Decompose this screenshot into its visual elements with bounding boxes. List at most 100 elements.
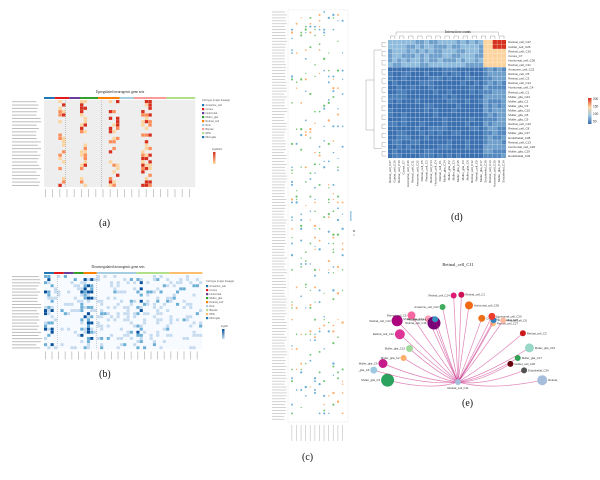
- heatmap-cell: [139, 340, 143, 343]
- heatmap-cell: [460, 135, 466, 140]
- dot-mark: [323, 409, 326, 412]
- heatmap-cell: [488, 153, 493, 159]
- heatmap-cell: [447, 94, 452, 99]
- dot-mark: [328, 395, 330, 397]
- heatmap-cell: [424, 76, 429, 81]
- heatmap-cell: [148, 106, 152, 110]
- heatmap-cell: [447, 80, 452, 86]
- dot-mark: [332, 183, 335, 186]
- heatmap-cell: [469, 126, 475, 131]
- heatmap-cell: [428, 67, 434, 72]
- heatmap-cell: [438, 49, 443, 54]
- heatmap-cell: [149, 290, 153, 294]
- heatmap-cell: [501, 44, 507, 49]
- heatmap-cell: [401, 112, 406, 118]
- heatmap-cell: [116, 173, 120, 177]
- group-bar: [166, 97, 196, 99]
- network-node: [406, 345, 414, 353]
- heatmap-cell: [401, 58, 406, 63]
- heatmap-cell: [83, 327, 87, 331]
- heatmap-cell: [44, 290, 48, 294]
- heatmap-cell: [442, 140, 447, 145]
- heatmap-cell: [106, 337, 110, 340]
- heatmap-cell: [169, 296, 173, 300]
- heatmap-cell: [182, 287, 186, 291]
- heatmap-cell: [442, 103, 447, 108]
- heatmap-cell: [488, 144, 493, 149]
- heatmap-cell: [406, 44, 411, 49]
- heatmap-cell: [483, 90, 488, 95]
- dot-mark: [328, 52, 330, 54]
- row-label-mark: [272, 369, 286, 370]
- legend-dot: [353, 234, 355, 236]
- heatmap-cell: [86, 290, 90, 294]
- heatmap-cell: [80, 167, 84, 171]
- heatmap-cell: [166, 333, 170, 337]
- legend-swatch: [206, 285, 209, 288]
- row-label-mark: [272, 84, 287, 86]
- heatmap-cell: [93, 309, 97, 312]
- dot-mark: [305, 72, 307, 75]
- heatmap-cell: [406, 90, 411, 95]
- heatmap-cell: [492, 62, 497, 68]
- heatmap-cell: [410, 131, 416, 136]
- heatmap-cell: [199, 321, 203, 325]
- heatmap-cell: [501, 90, 507, 95]
- heatmap-cell: [47, 296, 51, 300]
- heatmap-cell: [50, 327, 54, 331]
- heatmap-cell: [465, 131, 470, 136]
- heatmap-cell: [410, 121, 416, 127]
- row-label-mark: [272, 351, 287, 353]
- heatmap-cell: [492, 153, 497, 159]
- row-label-mark: [272, 278, 286, 280]
- col-label-mark: [309, 425, 311, 441]
- col-label-mark: [328, 425, 329, 441]
- heatmap-cell: [80, 180, 84, 184]
- legend-swatch: [206, 293, 209, 296]
- heatmap-cell: [80, 130, 84, 134]
- heatmap-cell: [156, 318, 160, 322]
- dot-mark: [337, 166, 339, 169]
- row-label-mark: [12, 307, 42, 309]
- heatmap-cell: [442, 49, 447, 54]
- row-label-mark: [12, 325, 40, 327]
- col-label: Muller_glia_C15: [456, 160, 460, 182]
- legend-label: Microglia: [210, 316, 221, 320]
- dot-mark: [291, 242, 293, 245]
- col-label-mark: [323, 425, 325, 441]
- dot-mark: [328, 272, 330, 274]
- heatmap-cell: [80, 321, 84, 325]
- heatmap-cell: [100, 312, 104, 316]
- dot-mark: [323, 324, 326, 327]
- heatmap-cell: [433, 71, 438, 77]
- heatmap-cell: [479, 49, 484, 54]
- heatmap-cell: [139, 306, 143, 309]
- panel-e-network: Muller_glia_C3Muller_glia_C6Muller_glia_…: [358, 291, 558, 390]
- heatmap-cell: [58, 153, 62, 157]
- heatmap-cell: [156, 287, 160, 291]
- heatmap-cell: [469, 90, 475, 95]
- source-label: Retinal_cell_C11: [448, 386, 469, 390]
- heatmap-cell: [492, 49, 497, 54]
- dot-mark: [323, 166, 326, 169]
- heatmap-cell: [447, 108, 452, 113]
- heatmap-cell: [424, 44, 429, 49]
- heatmap-cell: [424, 117, 429, 122]
- heatmap-cell: [438, 40, 443, 45]
- heatmap-cell: [497, 99, 502, 104]
- heatmap-cell: [469, 58, 475, 63]
- heatmap-cell: [148, 133, 152, 137]
- row-label-mark: [272, 17, 286, 19]
- dot-mark: [341, 125, 344, 128]
- heatmap-cell: [433, 67, 438, 72]
- heatmap-cell: [392, 117, 397, 122]
- col-label-mark: [305, 425, 306, 441]
- heatmap-cell: [474, 99, 479, 104]
- dot-mark: [332, 87, 335, 90]
- heatmap-cell: [50, 315, 54, 319]
- dot-mark: [295, 201, 298, 204]
- heatmap-cell: [80, 106, 84, 110]
- group-bar: [44, 272, 54, 274]
- heatmap-cell: [129, 321, 133, 325]
- row-label-mark: [12, 154, 41, 156]
